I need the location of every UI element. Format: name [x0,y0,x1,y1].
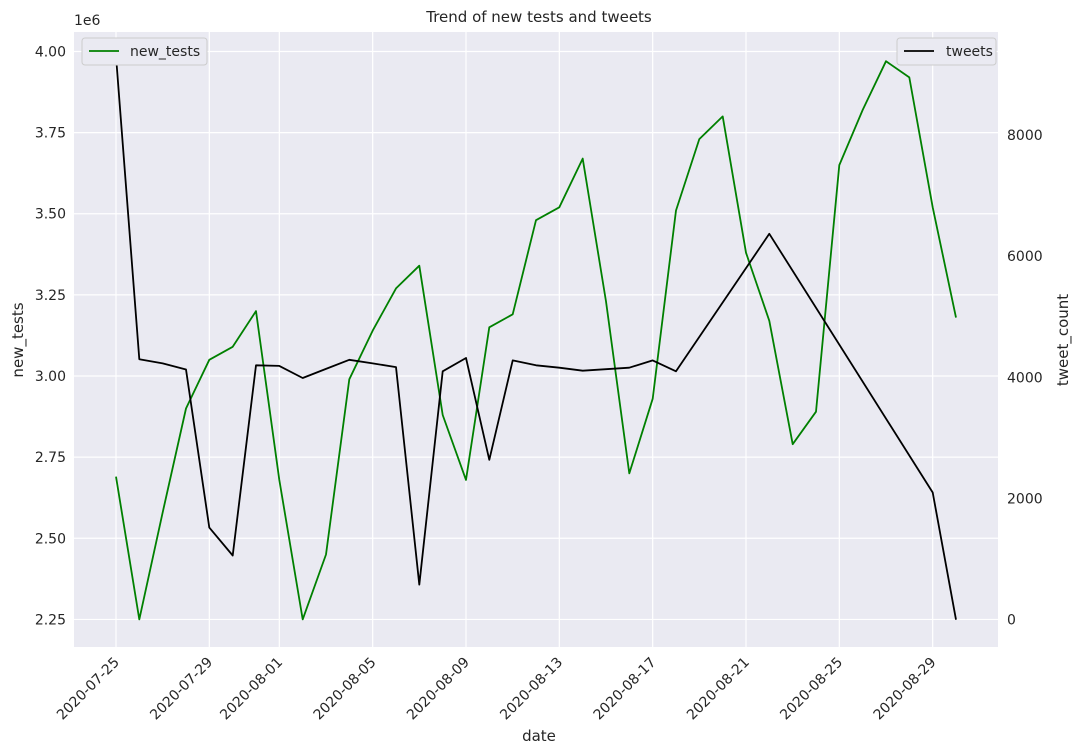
left-tick-label: 4.00 [35,44,66,60]
left-tick-label: 3.25 [35,288,66,304]
left-tick-label: 3.00 [35,369,66,385]
x-tick-label: 2020-08-21 [684,655,753,724]
left-tick-label: 3.75 [35,126,66,142]
legend-new-tests-frame [81,37,208,66]
x-tick-label: 2020-08-01 [217,655,286,724]
left-axis-title: new_tests [9,302,28,377]
left-tick-label: 2.25 [35,612,66,628]
right-tick-label: 8000 [1007,128,1043,144]
x-tick-labels: 2020-07-25 2020-07-29 2020-08-01 2020-08-05… [54,655,940,724]
legend-tweets-frame [896,37,997,66]
x-tick-label: 2020-08-09 [404,655,473,724]
legend-new-tests: new_tests [81,37,208,66]
right-tick-label: 6000 [1007,249,1043,265]
right-tick-label: 4000 [1007,370,1043,386]
x-tick-label: 2020-07-25 [54,655,123,724]
grid-lines [74,32,998,647]
x-tick-label: 2020-07-29 [147,655,216,724]
legend-new-tests-label: new_tests [130,44,200,60]
x-axis-title: date [522,727,556,745]
plot-area [74,32,998,647]
series-line-tweets [115,56,957,620]
left-axis-multiplier: 1e6 [74,13,101,29]
x-tick-label: 2020-08-05 [311,655,380,724]
x-tick-label: 2020-08-17 [591,655,660,724]
right-axis-title: tweet_count [1054,294,1073,386]
left-tick-label: 2.75 [35,450,66,466]
right-tick-labels: 0 2000 4000 6000 8000 [1007,128,1043,629]
left-tick-label: 3.50 [35,207,66,223]
x-tick-label: 2020-08-29 [871,655,940,724]
x-tick-label: 2020-08-25 [777,655,846,724]
series-line-new-tests [115,60,957,621]
legend-tweets: tweets [896,37,997,66]
x-tick-label: 2020-08-13 [497,655,566,724]
right-tick-label: 0 [1007,613,1016,629]
legend-tweets-label: tweets [946,44,993,60]
chart-title: Trend of new tests and tweets [425,8,652,26]
left-tick-labels: 2.25 2.50 2.75 3.00 3.25 3.50 3.75 4.00 [35,44,66,628]
series-layer [115,56,957,621]
left-tick-label: 2.50 [35,531,66,547]
right-tick-label: 2000 [1007,492,1043,508]
